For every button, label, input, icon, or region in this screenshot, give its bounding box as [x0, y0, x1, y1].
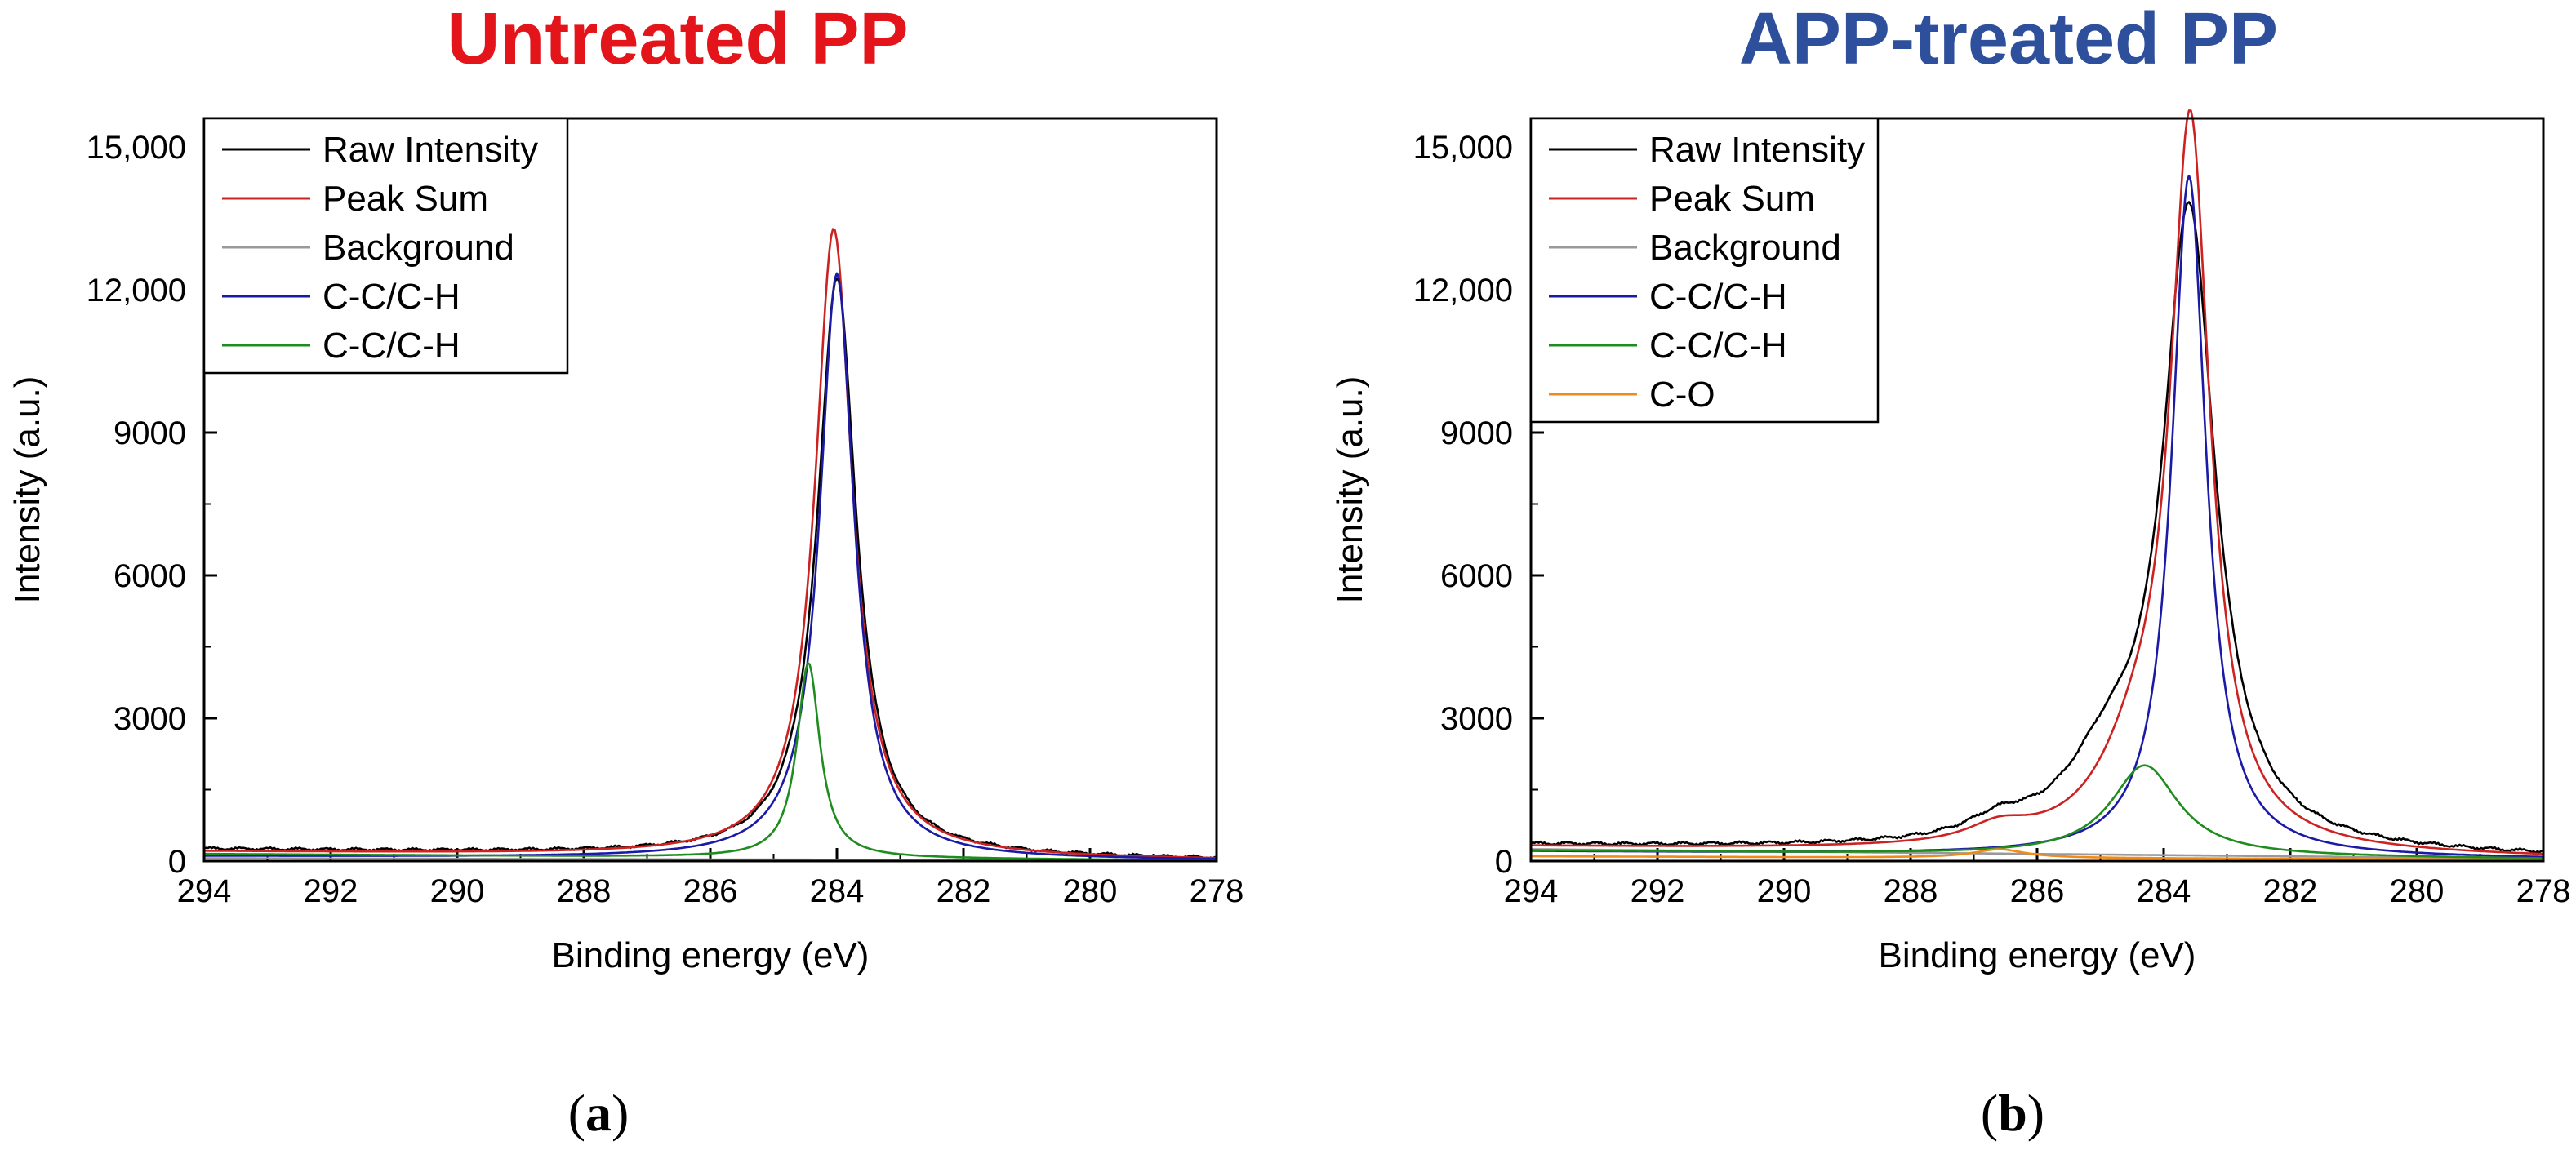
x-tick-label: 290: [430, 873, 485, 909]
chart-b-ticks: 294 292 290 288 286 284 282 280 278 0 3000 6000 9000…: [1413, 130, 2571, 909]
series-line: [1531, 764, 2543, 859]
x-tick-label: 284: [810, 873, 865, 909]
caption-b: (b): [1981, 1084, 2044, 1142]
series-line: [1531, 848, 2543, 861]
legend-label: C-O: [1649, 375, 1715, 415]
y-tick-label: 0: [168, 844, 186, 880]
x-tick-label: 278: [1190, 873, 1244, 909]
chart-b-ylabel: Intensity (a.u.): [1330, 376, 1370, 604]
x-tick-label: 288: [1884, 873, 1938, 909]
chart-a-title: Untreated PP: [447, 0, 908, 80]
legend-label: Raw Intensity: [1649, 130, 1865, 170]
x-tick-label: 294: [177, 873, 232, 909]
series-line: [204, 662, 1217, 862]
legend-label: C-C/C-H: [1649, 326, 1787, 366]
chart-b-legend: Raw Intensity Peak Sum Background C-C/C-H C-…: [1529, 117, 1880, 424]
y-tick-label: 12,000: [1413, 273, 1513, 309]
chart-b: APP-treated PP 294 292 290 288 286 284 282 280 2…: [1330, 0, 2570, 1142]
series-line: [1530, 201, 2544, 855]
x-tick-label: 286: [683, 873, 738, 909]
series-line: [204, 228, 1217, 859]
x-tick-label: 282: [2263, 873, 2318, 909]
chart-b-title: APP-treated PP: [1739, 0, 2278, 80]
x-tick-label: 282: [937, 873, 991, 909]
y-tick-label: 6000: [113, 558, 186, 594]
y-tick-label: 6000: [1440, 558, 1513, 594]
legend-label: Background: [323, 228, 514, 268]
x-tick-label: 290: [1757, 873, 1812, 909]
chart-a-plot-frame: [202, 117, 1218, 863]
legend-label: Peak Sum: [1649, 179, 1815, 219]
x-tick-label: 278: [2516, 873, 2571, 909]
chart-a-ticks: 294 292 290 288 286 284 282 280 278 0 3000 6000 9000…: [87, 130, 1244, 909]
series-line: [1530, 109, 2544, 855]
y-tick-label: 9000: [1440, 415, 1513, 451]
y-tick-label: 12,000: [87, 273, 186, 309]
y-tick-label: 3000: [113, 701, 186, 737]
legend-label: Peak Sum: [323, 179, 488, 219]
legend-label: C-C/C-H: [1649, 277, 1787, 317]
legend-box: [202, 117, 569, 375]
chart-b-plot-frame: [1529, 117, 2545, 863]
legend-box: [1529, 117, 1880, 424]
x-tick-label: 292: [1631, 873, 1685, 909]
chart-a-legend: Raw Intensity Peak Sum Background C-C/C-H C-…: [202, 117, 569, 375]
chart-b-xlabel: Binding energy (eV): [1879, 935, 2196, 975]
y-tick-label: 15,000: [1413, 130, 1513, 166]
chart-a-xlabel: Binding energy (eV): [552, 935, 870, 975]
y-tick-label: 15,000: [87, 130, 186, 166]
y-tick-label: 9000: [113, 415, 186, 451]
chart-b-curves: [1530, 109, 2544, 861]
x-tick-label: 286: [2010, 873, 2065, 909]
x-tick-label: 292: [304, 873, 358, 909]
x-tick-label: 288: [557, 873, 612, 909]
legend-label: Raw Intensity: [323, 130, 538, 170]
x-tick-label: 280: [1063, 873, 1118, 909]
chart-a: Untreated PP 294 292 290 288 286 284 282 280 278…: [7, 0, 1244, 1142]
legend-label: Background: [1649, 228, 1841, 268]
y-tick-label: 0: [1495, 844, 1513, 880]
caption-a: (a): [568, 1084, 630, 1142]
y-tick-label: 3000: [1440, 701, 1513, 737]
x-tick-label: 284: [2137, 873, 2191, 909]
legend-label: C-C/C-H: [323, 326, 460, 366]
legend-label: C-C/C-H: [323, 277, 460, 317]
chart-a-ylabel: Intensity (a.u.): [7, 376, 47, 604]
x-tick-label: 294: [1504, 873, 1559, 909]
x-tick-label: 280: [2390, 873, 2445, 909]
